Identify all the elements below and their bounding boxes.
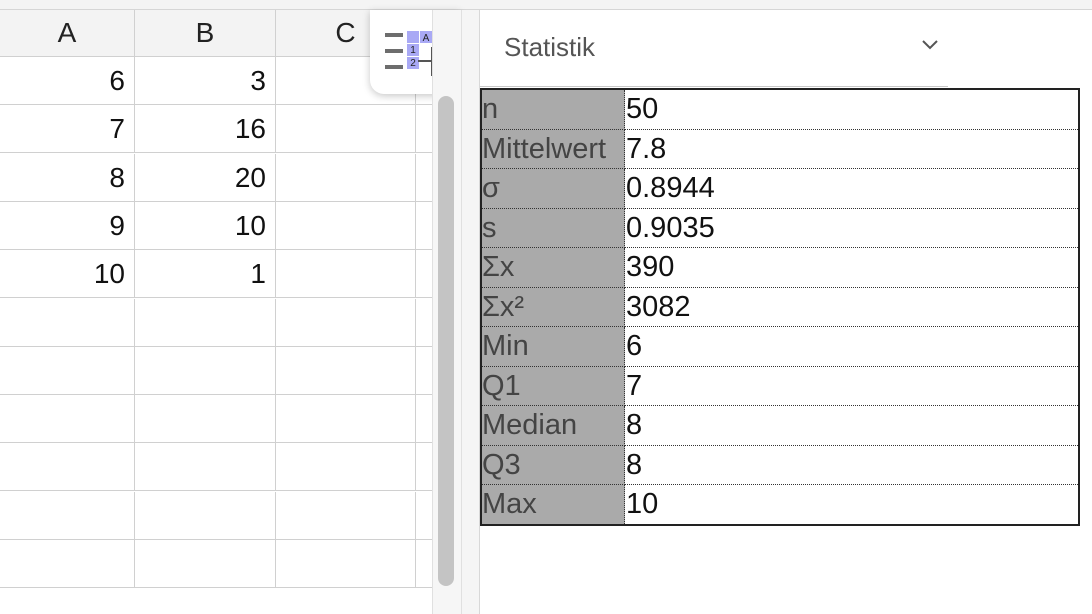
- stats-row: Max 10: [481, 484, 1079, 525]
- table-row: [0, 540, 432, 588]
- cell-a[interactable]: 9: [0, 201, 135, 250]
- stats-row: Σx 390: [481, 247, 1079, 288]
- stats-key: Q3: [481, 445, 625, 485]
- stats-key: Q1: [481, 366, 625, 406]
- stats-key: Median: [481, 405, 625, 446]
- table-row: 10 1: [0, 250, 432, 299]
- dropdown-label: Statistik: [504, 32, 596, 62]
- statistics-table: n 50 Mittelwert 7.8 σ 0.8944 s 0.9035 Σx 390 Σx² 30…: [480, 88, 1080, 526]
- column-header-b[interactable]: B: [135, 10, 276, 56]
- cell-b[interactable]: [135, 540, 276, 588]
- column-header-a[interactable]: A: [0, 10, 135, 56]
- stats-key: n: [481, 89, 625, 130]
- stats-value: 6: [624, 326, 1079, 367]
- cell-b[interactable]: [135, 491, 276, 540]
- table-row: 9 10: [0, 201, 432, 250]
- icon-row-1: 1: [410, 45, 416, 56]
- stats-value: 7: [624, 366, 1079, 406]
- statistics-dropdown[interactable]: Statistik: [480, 10, 948, 87]
- statistics-panel: Statistik n 50 Mittelwert 7.8 σ 0.8944 s 0.9035…: [480, 10, 1092, 614]
- stats-row: Σx² 3082: [481, 287, 1079, 327]
- stats-value: 0.9035: [624, 208, 1079, 248]
- cell-c[interactable]: [276, 540, 416, 588]
- stats-key: Max: [481, 484, 625, 525]
- cell-c[interactable]: [276, 250, 416, 299]
- cell-b[interactable]: 20: [135, 153, 276, 202]
- stats-value: 7.8: [624, 129, 1079, 169]
- table-row: [0, 491, 432, 540]
- cell-b[interactable]: 1: [135, 250, 276, 299]
- cell-c[interactable]: [276, 105, 416, 154]
- icon-row-2: 2: [410, 58, 416, 69]
- chevron-down-icon: [922, 40, 938, 50]
- cell-a[interactable]: [0, 298, 135, 347]
- table-row: 7 16: [0, 105, 432, 154]
- stats-key: Σx: [481, 247, 625, 288]
- stats-key: Min: [481, 326, 625, 367]
- cell-b[interactable]: [135, 298, 276, 347]
- cell-a[interactable]: 8: [0, 153, 135, 202]
- cell-c[interactable]: [276, 395, 416, 444]
- cell-b[interactable]: 3: [135, 57, 276, 105]
- stats-key: σ: [481, 168, 625, 209]
- stats-value: 8: [624, 405, 1079, 446]
- table-row: [0, 395, 432, 444]
- sheet-scrollbar-thumb[interactable]: [438, 96, 454, 586]
- window-top-border: [0, 0, 1092, 10]
- stats-value: 10: [626, 488, 659, 521]
- stats-value: 8: [624, 445, 1079, 485]
- cell-a[interactable]: [0, 395, 135, 444]
- cell-c[interactable]: [276, 491, 416, 540]
- cell-b[interactable]: 16: [135, 105, 276, 154]
- cell-c[interactable]: [276, 298, 416, 347]
- table-row: [0, 346, 432, 395]
- cell-a[interactable]: 6: [0, 57, 135, 105]
- table-row: [0, 443, 432, 492]
- spreadsheet[interactable]: A B C 6 3 7 16 8 20 9 10 10 1: [0, 10, 432, 614]
- stats-value: 50: [624, 89, 1079, 130]
- cell-a[interactable]: [0, 443, 135, 492]
- stats-value: 3082: [624, 287, 1079, 327]
- icon-badge-a: A: [423, 33, 430, 44]
- stats-row: s 0.9035: [481, 208, 1079, 248]
- table-row: 8 20: [0, 153, 432, 202]
- stats-value: 390: [624, 247, 1079, 288]
- cell-c[interactable]: [276, 153, 416, 202]
- stats-row: σ 0.8944: [481, 168, 1079, 209]
- stats-key: Mittelwert: [481, 129, 625, 169]
- cell-a[interactable]: [0, 346, 135, 395]
- table-row: [0, 298, 432, 347]
- cell-b[interactable]: 10: [135, 201, 276, 250]
- stats-row: Mittelwert 7.8: [481, 129, 1079, 169]
- cell-a[interactable]: 10: [0, 250, 135, 299]
- stats-row: Q1 7: [481, 366, 1079, 406]
- column-header-row: A B C: [0, 10, 432, 57]
- stats-row: Q3 8: [481, 445, 1079, 485]
- cell-b[interactable]: [135, 346, 276, 395]
- stats-row: Min 6: [481, 326, 1079, 367]
- cell-c[interactable]: [276, 201, 416, 250]
- cell-c[interactable]: [276, 443, 416, 492]
- stats-row: n 50: [481, 89, 1079, 130]
- cell-a[interactable]: 7: [0, 105, 135, 154]
- cell-b[interactable]: [135, 443, 276, 492]
- stats-row: Median 8: [481, 405, 1079, 446]
- cell-a[interactable]: [0, 491, 135, 540]
- cell-b[interactable]: [135, 395, 276, 444]
- cell-c[interactable]: [276, 346, 416, 395]
- cell-a[interactable]: [0, 540, 135, 588]
- pane-divider[interactable]: [462, 10, 480, 614]
- stats-value: 0.8944: [624, 168, 1079, 209]
- stats-key: Σx²: [481, 287, 625, 327]
- stats-key: s: [481, 208, 625, 248]
